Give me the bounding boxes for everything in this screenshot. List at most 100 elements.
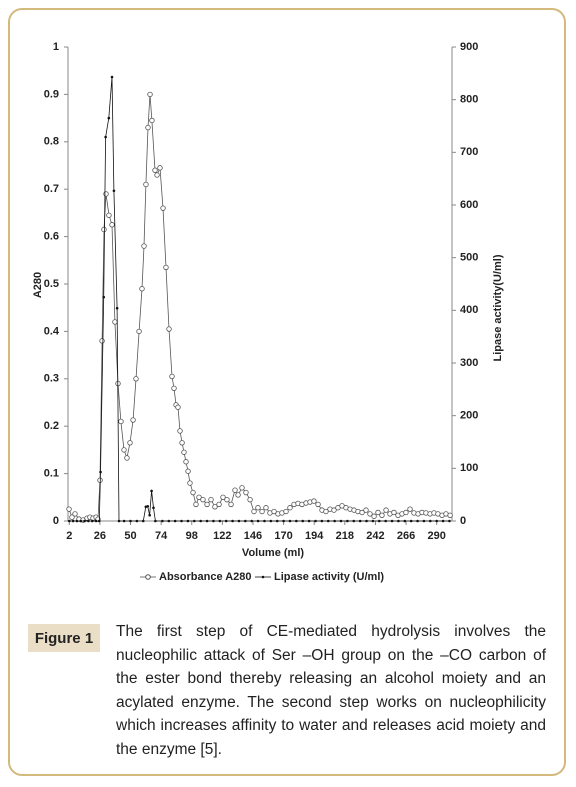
data-point	[141, 243, 147, 249]
data-point	[204, 501, 210, 508]
y-tick-label: 0.8	[44, 136, 59, 148]
y-axis-label: A280	[32, 272, 44, 298]
data-point	[315, 501, 321, 508]
data-point	[87, 519, 90, 523]
data-point	[377, 519, 381, 523]
data-point	[69, 514, 75, 520]
data-point	[282, 519, 285, 523]
x-tick-label: 290	[428, 530, 446, 542]
data-point	[102, 295, 106, 299]
data-point	[109, 222, 115, 228]
data-point	[244, 519, 247, 523]
x-axis-label: Volume (ml)	[242, 547, 304, 559]
data-point	[288, 519, 292, 523]
data-point	[185, 468, 191, 474]
data-point	[169, 373, 175, 380]
data-point	[208, 496, 214, 503]
data-point	[139, 286, 145, 292]
data-point	[136, 328, 142, 335]
data-point	[311, 498, 317, 504]
data-point	[154, 519, 157, 523]
data-point	[66, 506, 72, 512]
data-point	[371, 519, 375, 523]
chart: Volume (ml) A280 Lipase activity(U/ml) 0…	[32, 41, 504, 583]
x-tick-label: 50	[124, 530, 136, 542]
data-point	[243, 489, 249, 496]
data-point	[193, 501, 199, 508]
x-tick-label: 170	[274, 530, 292, 542]
data-point	[110, 75, 114, 79]
data-point	[124, 455, 130, 461]
data-point	[224, 496, 230, 503]
series-line	[69, 76, 450, 522]
data-point	[97, 519, 101, 523]
data-point	[183, 459, 189, 465]
data-point	[166, 326, 172, 332]
data-point	[103, 191, 109, 197]
data-point	[104, 135, 107, 139]
data-point	[275, 519, 279, 523]
data-point	[127, 440, 133, 446]
data-point	[107, 116, 111, 120]
data-point	[199, 519, 202, 523]
y-tick-label: 1	[53, 41, 59, 53]
data-point	[190, 489, 196, 496]
data-point	[339, 519, 343, 523]
data-point	[384, 519, 387, 523]
y2-tick-label: 300	[460, 357, 478, 369]
y-tick-label: 0.7	[44, 183, 59, 195]
data-point	[148, 513, 151, 517]
y-tick-label: 0.6	[44, 231, 59, 243]
y-tick-label: 0.4	[44, 325, 60, 337]
data-point	[283, 508, 289, 515]
x-tick-label: 218	[336, 530, 354, 542]
x-tick-label: 122	[213, 530, 231, 542]
data-point	[237, 519, 241, 523]
data-point	[383, 507, 389, 513]
data-point	[99, 470, 102, 474]
data-point	[117, 519, 121, 523]
data-point	[72, 511, 78, 517]
data-point	[397, 519, 400, 523]
data-point	[218, 519, 222, 523]
data-point	[179, 440, 185, 446]
data-point	[112, 319, 118, 325]
x-tick-label: 74	[155, 530, 168, 542]
data-point	[160, 205, 166, 211]
y2-tick-label: 500	[460, 252, 478, 264]
data-point	[186, 519, 190, 523]
data-point	[154, 172, 160, 178]
data-point	[173, 519, 177, 523]
data-point	[135, 519, 139, 523]
data-point	[232, 487, 238, 493]
data-point	[250, 519, 254, 523]
data-point	[416, 519, 419, 523]
data-point	[365, 519, 368, 523]
y-tick-label: 0.5	[44, 278, 59, 290]
x-tick-label: 242	[366, 530, 384, 542]
data-point	[447, 512, 453, 519]
data-point	[90, 519, 94, 523]
y-tick-label: 0.3	[44, 373, 59, 385]
legend-label: Lipase activity (U/ml)	[274, 571, 384, 583]
y2-tick-label: 100	[460, 462, 478, 474]
data-point	[359, 509, 365, 516]
data-point	[247, 496, 253, 503]
data-point	[259, 508, 265, 515]
figure-label: Figure 1	[28, 624, 100, 652]
data-point	[255, 505, 261, 511]
data-point	[99, 338, 105, 344]
data-point	[403, 519, 407, 523]
data-point	[187, 480, 193, 486]
y2-tick-label: 700	[460, 146, 478, 158]
data-point	[150, 489, 153, 493]
data-point	[269, 519, 273, 523]
data-point	[129, 519, 132, 523]
data-point	[181, 449, 187, 455]
data-point	[251, 508, 257, 515]
data-point	[192, 519, 196, 523]
data-point	[331, 507, 337, 513]
data-point	[295, 519, 298, 523]
y2-tick-label: 0	[460, 515, 466, 527]
data-point	[180, 519, 183, 523]
